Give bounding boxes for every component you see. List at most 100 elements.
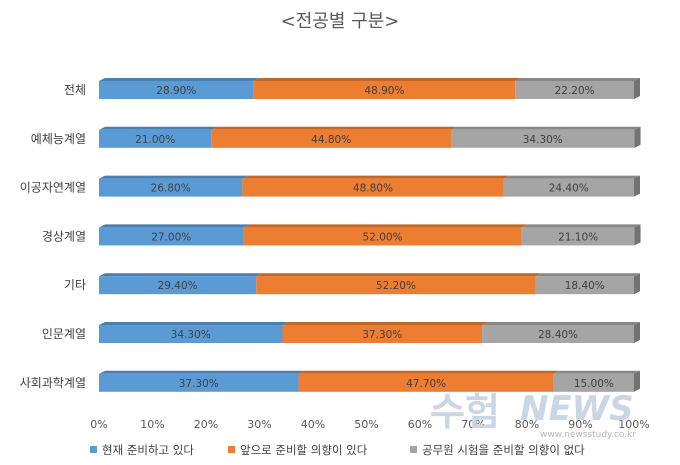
chart-title: <전공별 구분>	[281, 11, 400, 32]
bar-segment-top	[99, 322, 289, 325]
bar-segment	[99, 373, 299, 392]
category-label: 예체능계열	[31, 132, 86, 146]
category-label: 인문계열	[42, 327, 86, 341]
bar-segment	[521, 227, 635, 246]
category-label: 사회과학계열	[20, 376, 86, 390]
bar-segment-side	[634, 370, 640, 392]
data-label: 21.10%	[558, 231, 598, 243]
x-tick-label: 100%	[618, 418, 649, 431]
bar-segment-top	[211, 126, 458, 130]
data-label: 34.30%	[171, 329, 211, 341]
plot-area: 28.90% 48.90% 22.20% 21.00% 44.80% 34.30% 26.8…	[99, 78, 641, 392]
bar-segment	[282, 325, 483, 343]
data-label: 21.00%	[135, 134, 175, 146]
bar-segment	[99, 129, 212, 148]
x-tick-label: 20%	[194, 418, 218, 431]
bar-segment-side	[634, 273, 640, 295]
bar-segment	[515, 81, 634, 99]
category-label: 경상계열	[42, 229, 86, 243]
bar-segment	[99, 81, 254, 99]
x-tick-label: 90%	[568, 418, 592, 431]
bar-segment-top	[535, 273, 640, 277]
bar-segment-top	[482, 322, 640, 325]
bar-segment	[256, 276, 536, 295]
data-label: 18.40%	[565, 280, 605, 292]
bar-segment-top	[451, 126, 641, 130]
x-tick-label: 10%	[140, 418, 164, 431]
bar-segment-top	[282, 322, 489, 325]
bar-segment-side	[634, 322, 640, 343]
bar-segment	[99, 276, 257, 295]
bar-segment-top	[242, 175, 510, 179]
bar-segment-top	[298, 370, 560, 374]
data-label: 28.40%	[538, 329, 578, 341]
bar-segment-top	[243, 224, 528, 228]
bar-segment-top	[521, 224, 641, 228]
bar-segment	[535, 276, 634, 295]
bar-segment-top	[99, 175, 249, 179]
watermark: 수험 NEWS www.newsstudy.co.kr	[430, 389, 636, 440]
data-label: 27.00%	[151, 231, 191, 243]
bar-segment-top	[256, 273, 542, 277]
data-label: 24.40%	[549, 183, 589, 195]
data-label: 29.40%	[158, 280, 198, 292]
data-label: 22.20%	[555, 85, 595, 97]
data-label: 26.80%	[151, 183, 191, 195]
data-label: 47.70%	[406, 378, 446, 390]
bar-segment-side	[634, 126, 641, 148]
data-label: 48.90%	[364, 85, 404, 97]
bar-segment-side	[634, 78, 640, 99]
bar-segment	[242, 178, 504, 197]
x-tick-label: 0%	[90, 418, 107, 431]
bar-segment	[99, 325, 283, 343]
data-label: 15.00%	[574, 378, 614, 390]
legend-label: 현재 준비하고 있다	[102, 443, 194, 457]
legend-label: 공무원 시험을 준비할 의향이 없다	[422, 443, 585, 457]
legend-swatch	[228, 446, 235, 453]
bar-segment-top	[253, 78, 522, 81]
bar-segment	[99, 227, 244, 246]
bar-segment	[482, 325, 634, 343]
data-label: 44.80%	[311, 134, 351, 146]
data-label: 37.30%	[179, 378, 219, 390]
bar-segment	[243, 227, 522, 246]
x-tick-label: 60%	[408, 418, 432, 431]
data-label: 48.80%	[353, 183, 393, 195]
watermark-brand: NEWS	[520, 389, 634, 429]
data-label: 28.90%	[156, 85, 196, 97]
watermark-url: www.newsstudy.co.kr	[540, 430, 636, 440]
category-label: 이공자연계열	[20, 181, 86, 195]
data-label: 52.20%	[376, 280, 416, 292]
bar-segment-top	[99, 273, 263, 277]
x-tick-label: 50%	[354, 418, 378, 431]
bar-segment	[253, 81, 516, 99]
bar-segment-top	[553, 370, 640, 374]
legend-label: 앞으로 준비할 의향이 있다	[240, 443, 368, 457]
bar-segment	[503, 178, 634, 197]
bar-segment-side	[634, 224, 641, 246]
bar-segment-top	[99, 370, 305, 374]
x-axis-ticks: 0% 10% 20% 30% 40% 50% 60% 70% 80% 90% 100%	[90, 418, 649, 431]
legend-swatch	[410, 446, 417, 453]
bar-segment	[211, 129, 452, 148]
bar-segment	[298, 373, 554, 392]
bar-segment-top	[99, 78, 260, 81]
bar-segment-top	[99, 224, 250, 228]
bar-segment	[553, 373, 634, 392]
bar-segment-top	[515, 78, 640, 81]
bar-segment	[99, 178, 243, 197]
bar-segment-side	[634, 175, 640, 197]
x-tick-label: 30%	[247, 418, 271, 431]
watermark-text: 수험	[430, 390, 500, 434]
bar-segment-top	[503, 175, 640, 179]
data-label: 37.30%	[362, 329, 402, 341]
category-label: 기타	[64, 278, 86, 292]
bar-segment	[451, 129, 635, 148]
x-tick-label: 70%	[461, 418, 485, 431]
x-tick-label: 40%	[301, 418, 325, 431]
x-tick-label: 80%	[515, 418, 539, 431]
legend-swatch	[90, 446, 97, 453]
data-label: 34.30%	[523, 134, 563, 146]
